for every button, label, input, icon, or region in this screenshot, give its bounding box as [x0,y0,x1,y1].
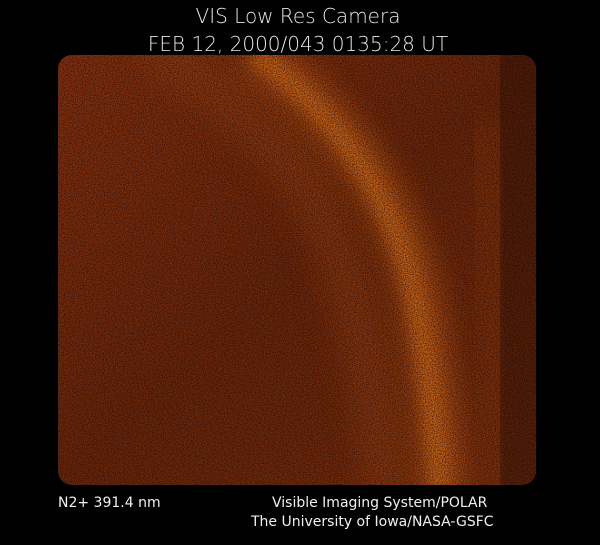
filter-label: N2+ 391.4 nm [58,495,161,511]
instrument-label: Visible Imaging System/POLAR [272,495,488,511]
image-timestamp: FEB 12, 2000/043 0135:28 UT [148,32,448,56]
image-title: VIS Low Res Camera [196,4,401,28]
image-edge-shade [500,55,536,485]
image-noise [58,55,536,485]
auroral-image [58,55,536,485]
credit-label: The University of Iowa/NASA-GSFC [250,514,494,530]
